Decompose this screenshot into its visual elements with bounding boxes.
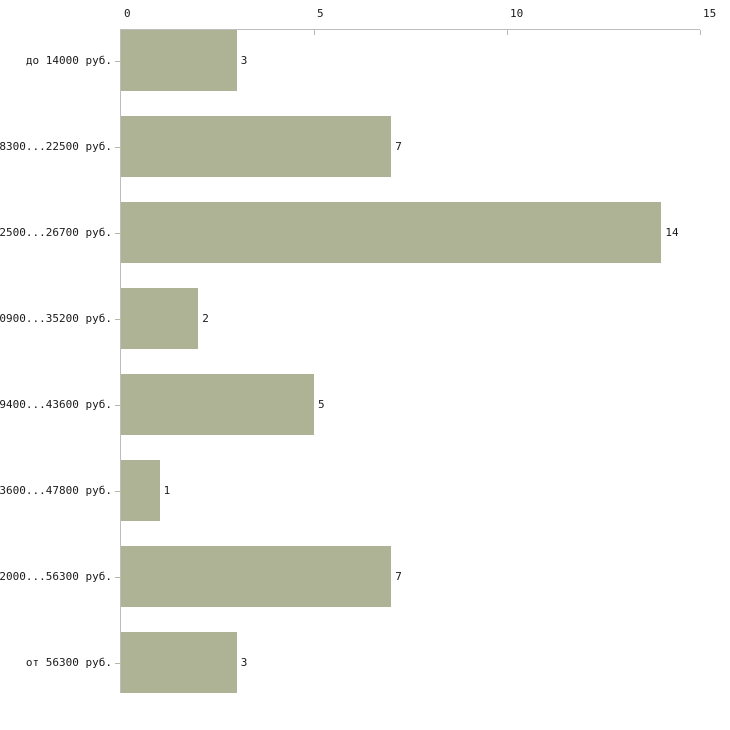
value-axis-tick-label: 10	[510, 7, 524, 20]
category-axis-label: 52000...56300 руб.	[0, 569, 112, 583]
category-axis-label: 18300...22500 руб.	[0, 139, 112, 153]
bar-value-label: 2	[202, 311, 209, 325]
bar	[121, 632, 237, 693]
bar-value-label: 5	[318, 397, 325, 411]
category-axis-tick	[115, 61, 120, 62]
category-axis-label: 43600...47800 руб.	[0, 483, 112, 497]
value-axis-tick-label: 5	[317, 7, 324, 20]
value-axis-tick	[700, 30, 701, 35]
value-axis-tick-label: 0	[124, 7, 131, 20]
category-axis-tick	[115, 319, 120, 320]
bar	[121, 116, 392, 177]
category-axis-label: 30900...35200 руб.	[0, 311, 112, 325]
category-axis-tick	[115, 663, 120, 664]
category-axis-tick	[115, 491, 120, 492]
bar-value-label: 7	[395, 569, 402, 583]
category-axis-label: 39400...43600 руб.	[0, 397, 112, 411]
bar	[121, 202, 662, 263]
bar	[121, 460, 160, 521]
bar-value-label: 14	[665, 225, 679, 239]
bar-value-label: 1	[163, 483, 171, 497]
bar-value-label: 3	[240, 53, 248, 67]
category-axis-label: от 56300 руб.	[25, 655, 112, 669]
bar-value-label: 7	[395, 139, 402, 153]
bar	[121, 374, 314, 435]
value-axis-tick	[507, 30, 508, 35]
category-axis-tick	[115, 577, 120, 578]
bar	[121, 546, 392, 607]
value-axis-tick-label: 15	[703, 7, 717, 20]
bar-value-label: 3	[240, 655, 248, 669]
category-axis-tick	[115, 233, 120, 234]
value-axis-tick	[314, 30, 315, 35]
value-axis-line	[121, 29, 700, 30]
bar	[121, 30, 237, 91]
category-axis-tick	[115, 405, 120, 406]
category-axis-label: 22500...26700 руб.	[0, 225, 112, 239]
category-axis-tick	[115, 147, 120, 148]
bar	[121, 288, 199, 349]
category-axis-line	[120, 29, 121, 693]
category-axis-label: до 14000 руб.	[25, 53, 112, 67]
